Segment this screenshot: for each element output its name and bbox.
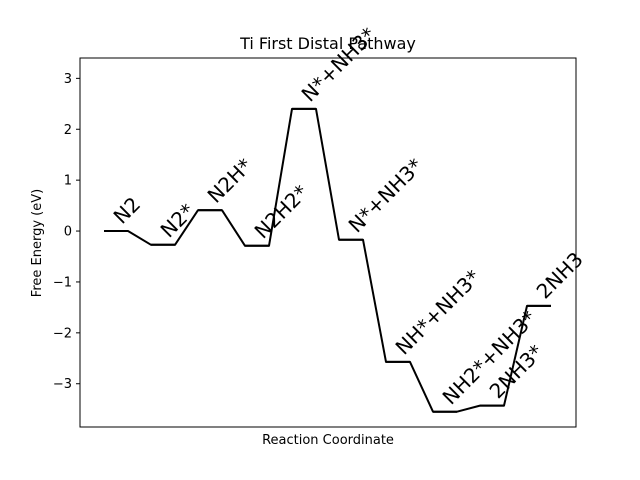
y-tick-label: −3 bbox=[53, 377, 72, 392]
energy-series-line bbox=[104, 107, 551, 413]
y-tick-label: 1 bbox=[64, 174, 72, 189]
x-axis-label: Reaction Coordinate bbox=[262, 433, 394, 448]
y-tick-label: 2 bbox=[64, 123, 72, 138]
y-axis-label: Free Energy (eV) bbox=[30, 189, 45, 297]
y-tick-label: −1 bbox=[53, 275, 72, 290]
y-tick-label: 3 bbox=[64, 72, 72, 87]
plot-frame bbox=[79, 57, 577, 428]
y-axis: 3 2 1 0 −1 −2 −3 bbox=[53, 72, 80, 392]
y-tick-label: −2 bbox=[53, 326, 72, 341]
chart-title: Ti First Distal Pathway bbox=[239, 34, 416, 53]
y-tick-label: 0 bbox=[64, 225, 72, 240]
